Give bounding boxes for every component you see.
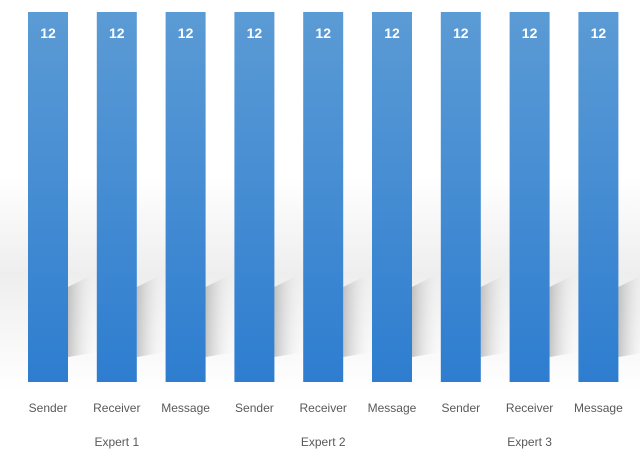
- bar-shadow: [412, 272, 442, 357]
- data-label-1: 12: [40, 25, 56, 41]
- group-label-1: Expert 1: [94, 435, 139, 449]
- data-label-8: 12: [522, 25, 538, 41]
- bar-shadow: [480, 272, 511, 357]
- category-tick-label: Receiver: [506, 401, 553, 415]
- category-tick-label: Message: [574, 401, 623, 415]
- data-label-2: 12: [109, 25, 125, 41]
- bar-shadow: [549, 272, 580, 357]
- data-label-4: 12: [247, 25, 263, 41]
- data-label-7: 12: [453, 25, 469, 41]
- bar-shadow: [274, 272, 305, 357]
- group-label-2: Expert 2: [301, 435, 346, 449]
- data-label-9: 12: [591, 25, 607, 41]
- category-tick-label: Sender: [29, 401, 68, 415]
- bar-shadow: [136, 272, 167, 357]
- bar-shadow: [205, 272, 236, 357]
- bar-9: [578, 12, 619, 382]
- data-label-6: 12: [384, 25, 400, 41]
- bar-3: [165, 12, 206, 382]
- category-tick-label: Message: [368, 401, 417, 415]
- bar-1: [28, 12, 68, 382]
- bar-shadow: [618, 276, 640, 357]
- category-tick-label: Receiver: [300, 401, 347, 415]
- data-labels: 12 12 12 12 12 12 12 12 12: [40, 25, 606, 41]
- category-tick-label: Message: [161, 401, 210, 415]
- category-tick-label: Sender: [235, 401, 274, 415]
- bar-6: [372, 12, 412, 382]
- data-label-3: 12: [178, 25, 194, 41]
- bars: [28, 12, 619, 382]
- bar-5: [303, 12, 344, 382]
- bar-4: [234, 12, 275, 382]
- data-label-5: 12: [315, 25, 331, 41]
- bar-7: [440, 12, 481, 382]
- bar-2: [96, 12, 137, 382]
- bar-shadows: [68, 272, 640, 357]
- category-tick-labels: Sender Receiver Message Sender Receiver Messa…: [29, 401, 623, 415]
- category-tick-label: Sender: [441, 401, 480, 415]
- group-label-3: Expert 3: [507, 435, 552, 449]
- category-tick-label: Receiver: [93, 401, 140, 415]
- bar-8: [509, 12, 550, 382]
- group-labels: Expert 1 Expert 2 Expert 3: [94, 435, 552, 449]
- bar-shadow: [343, 272, 374, 357]
- bar-shadow: [68, 272, 98, 357]
